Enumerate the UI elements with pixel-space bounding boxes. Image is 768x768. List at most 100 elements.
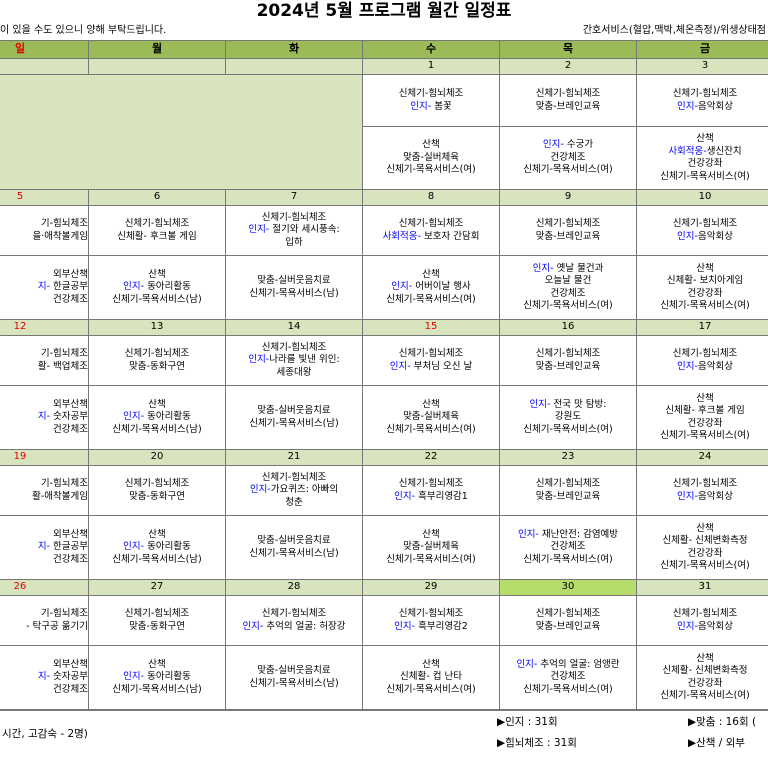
program-line: 인지-음악회상 [638,621,768,634]
program-line: 인지- 어버이날 행사 [364,281,499,294]
program-line: 외부산책 [53,658,88,670]
program-text: 봄꽃 [431,100,452,112]
program-line: 맞춤-브레인교육 [535,100,601,112]
program-cell: 기-힘뇌체조 을·애착볼게임 [0,205,89,256]
program-line: 신체기-힘뇌체조 [398,348,464,359]
program-line: - 탁구공 옮기기 [26,620,88,632]
program-text: 음악회상 [697,230,733,242]
category-tag: 인지- [391,281,413,293]
program-text: 동아리활동 [144,411,191,423]
program-cell: 인지- 전국 맛 탐방: 강원도 신체기-목욕서비스(여) [499,385,637,450]
program-cell: 기-힘뇌체조 활- 백업체조 [0,335,89,386]
program-line: 맞춤-동화구연 [129,360,185,372]
program-line: 외부산책 [53,398,88,410]
program-cell: 신체기-힘뇌체조 인지- 절기와 세시풍속: 입하 [225,205,363,256]
program-line: 인지- 재난안전: 감염예방 [501,529,636,542]
program-text: 한글공부 [50,281,88,293]
program-line: 산책 [696,262,714,274]
program-cell: 인지- 옛날 물건과 오늘날 물건 건강체조 신체기-목욕서비스(여) [499,255,637,320]
program-line: 신체기-힘뇌체조 [124,218,190,229]
program-line: 신체기-목욕서비스(여) [523,300,613,311]
date-cell: 15 [362,319,500,336]
date-cell: 30 [499,579,637,596]
program-cell: 산책 사회적응-생신잔치 건강강좌 신체기-목욕서비스(여) [636,126,768,190]
program-line: 지- 한글공부 [0,281,88,294]
category-tag: 인지- [248,224,270,236]
program-cell: 기-힘뇌체조 활-애착볼게임 [0,465,89,516]
summary-item: ▶맞춤 : 16회 ( [688,716,757,728]
program-line: 인지- 옛날 물건과 [501,262,636,276]
pm-row: 외부산책 지- 숫자공부 건강체조 산책 인지- 동아리활동 신체기-목욕서비스(남) 맞춤… [0,385,768,450]
program-line: 신체기-힘뇌체조 [261,608,327,619]
program-line: 인지- 부처님 오신 날 [364,360,499,374]
program-line: 산책 [148,528,166,540]
program-line: 인지-음악회상 [638,491,768,504]
am-row: 기-힘뇌체조 을·애착볼게임 신체기-힘뇌체조 신체활- 후크볼 게임 신체기-힘뇌체조… [0,205,768,256]
program-cell: 산책 맞춤-실버체육 신체기-목욕서비스(여) [362,515,500,580]
program-line: 산책 [696,522,714,534]
program-text: 수궁가 [563,139,594,151]
program-line: 신체기-목욕서비스(여) [660,170,750,182]
program-line: 건강체조 [550,541,586,553]
program-line: 신체기-힘뇌체조 [672,88,738,99]
program-line: 활- 백업체조 [37,360,88,372]
program-line: 기-힘뇌체조 [40,478,88,489]
note-left: 이 있을 수도 있으니 양해 부탁드립니다. [0,25,167,36]
am-row: 기-힘뇌체조 - 탁구공 옮기기 신체기-힘뇌체조 맞춤-동화구연 신체기-힘뇌체조 인지… [0,595,768,646]
program-line: 건강체조 [550,287,586,299]
program-line: 신체기-힘뇌체조 [535,608,601,619]
date-cell: 13 [88,319,226,336]
category-tag: 인지- [677,360,698,372]
date-cell: 24 [636,449,768,466]
program-cell: 산책 인지- 동아리활동 신체기-목욕서비스(남) [88,255,226,320]
program-line: 신체기-힘뇌체조 [672,478,738,489]
program-line: 신체기-목욕서비스(남) [112,683,202,695]
date-cell: 20 [88,449,226,466]
category-tag: 인지- [242,620,264,632]
program-line: 맞춤-실버웃음치료 [257,405,331,416]
program-cell: 신체기-힘뇌체조 인지-음악회상 [636,595,768,646]
day-header: 목 [499,40,637,59]
program-line: 인지-음악회상 [638,101,768,114]
program-line: 신체기-목욕서비스(남) [112,553,202,565]
date-cell: 6 [88,189,226,206]
date-cell: 12 [0,319,89,336]
date-cell: 10 [636,189,768,206]
program-line: 오늘날 물건 [544,275,592,286]
date-cell: 19 [0,449,89,466]
category-tag: 사회적응- [668,145,707,157]
category-tag: 지- [37,671,51,683]
date-cell: 14 [225,319,363,336]
program-text: 동아리활동 [144,541,191,553]
category-tag: 인지- [389,360,411,372]
program-text: 옛날 물건과 [553,262,604,274]
summary-item: ▶인지 : 31회 [497,716,558,728]
program-line: 기-힘뇌체조 [40,348,88,359]
program-line: 신체기-목욕서비스(남) [249,677,339,689]
program-cell: 신체기-힘뇌체조 인지-음악회상 [636,335,768,386]
category-tag: 인지- [542,139,564,151]
program-line: 신체활- 후크볼 게임 [117,230,197,242]
program-cell: 신체기-힘뇌체조 맞춤-동화구연 [88,595,226,646]
program-line: 청춘 [285,496,303,508]
program-line: 인지- 추억의 얼굴: 엄앵란 [501,659,636,672]
program-line: 을·애착볼게임 [32,230,88,242]
program-line: 사회적응- 보호자 간담회 [364,231,499,244]
program-line: 인지-음악회상 [638,230,768,244]
program-line: 인지- 동아리활동 [90,281,225,294]
program-line: 인지- 수궁가 [501,139,636,152]
category-tag: 인지- [248,354,270,366]
program-line: 산책 [696,392,714,404]
program-line: 신체기-힘뇌체조 [398,218,464,229]
program-line: 맞춤-동화구연 [129,490,185,502]
program-line: 인지- 추억의 얼굴: 허장강 [227,620,362,634]
category-tag: 지- [37,411,51,423]
program-line: 세종대왕 [276,366,312,378]
program-line: 신체기-힘뇌체조 [672,218,738,229]
program-line: 인지- 전국 맛 탐방: [501,399,636,412]
program-line: 건강강좌 [687,158,723,169]
program-line: 인지-가요퀴즈: 아빠의 [227,484,362,497]
